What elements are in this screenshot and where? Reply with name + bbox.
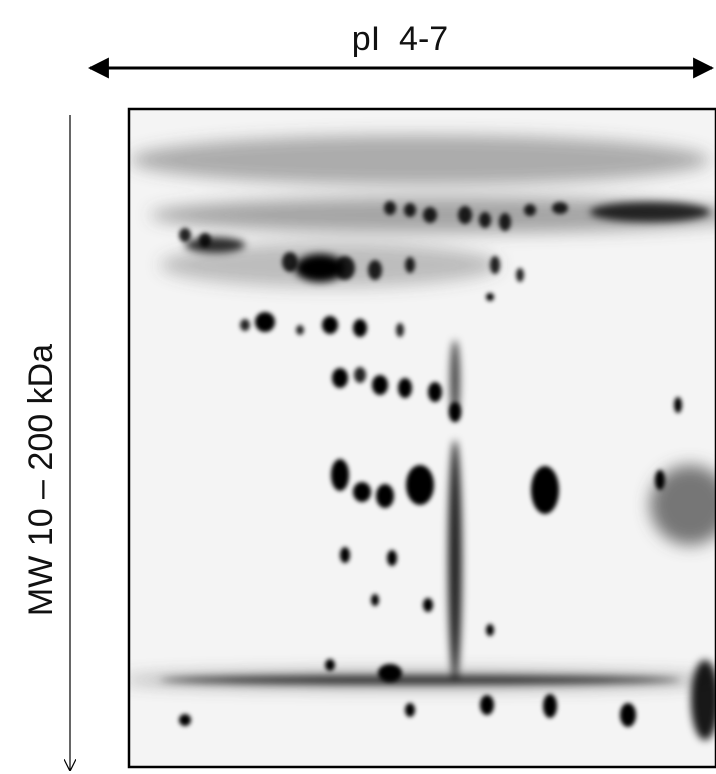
gel-frame <box>127 107 716 769</box>
x-axis-label: pI 4-7 <box>352 20 448 58</box>
y-axis-label: MW 10 – 200 kDa <box>22 344 60 616</box>
gel-image <box>129 109 716 767</box>
